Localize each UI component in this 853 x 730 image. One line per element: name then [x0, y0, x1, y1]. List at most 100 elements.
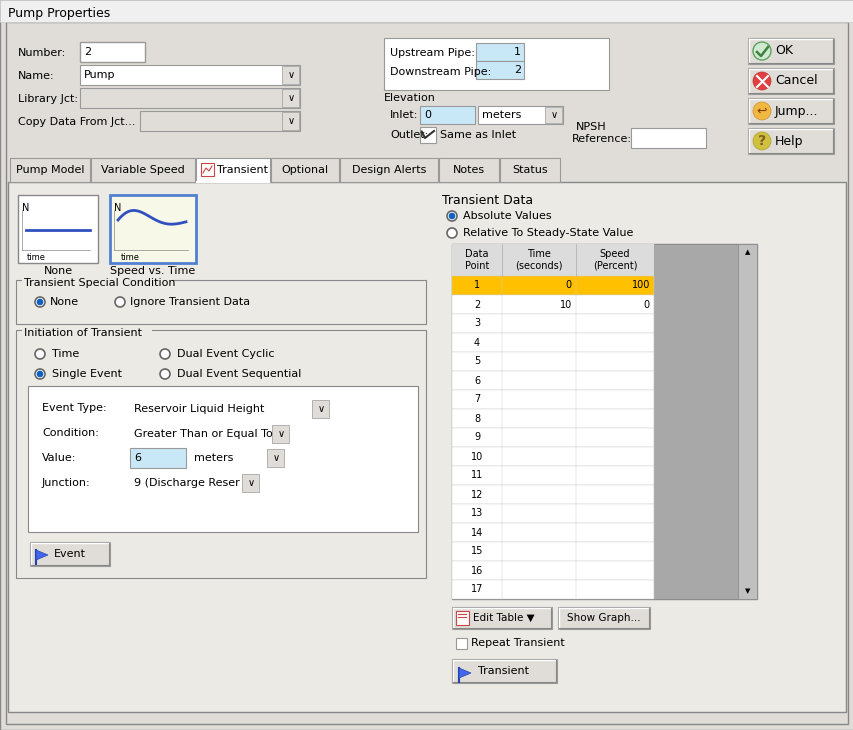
Text: Cancel: Cancel: [774, 74, 816, 88]
Circle shape: [446, 211, 456, 221]
Text: Number:: Number:: [18, 48, 67, 58]
Bar: [28, 386, 417, 532]
Bar: [451, 244, 653, 276]
Bar: [22, 329, 152, 341]
Bar: [451, 428, 653, 447]
Circle shape: [752, 132, 770, 150]
Circle shape: [37, 371, 43, 377]
Text: 16: 16: [470, 566, 483, 575]
Text: meters: meters: [481, 110, 521, 120]
Text: Help: Help: [774, 134, 803, 147]
Text: Name:: Name:: [18, 71, 55, 81]
Text: Inlet:: Inlet:: [390, 110, 418, 120]
Text: ∨: ∨: [317, 404, 324, 414]
Text: 10: 10: [559, 299, 572, 310]
Bar: [456, 638, 467, 649]
Text: Junction:: Junction:: [42, 478, 90, 488]
Text: Reservoir Liquid Height: Reservoir Liquid Height: [134, 404, 264, 414]
Circle shape: [449, 213, 455, 219]
Bar: [653, 244, 737, 599]
Bar: [130, 424, 290, 444]
Circle shape: [35, 349, 45, 359]
Text: Repeat Transient: Repeat Transient: [471, 638, 564, 648]
Bar: [451, 390, 653, 409]
Text: Time: Time: [52, 349, 79, 359]
Bar: [80, 65, 299, 85]
Bar: [281, 112, 299, 130]
Circle shape: [446, 228, 456, 238]
Polygon shape: [458, 668, 471, 678]
Text: Reference:: Reference:: [572, 134, 631, 144]
Bar: [311, 400, 328, 418]
Circle shape: [752, 102, 770, 120]
Bar: [499, 158, 560, 182]
Text: Speed
(Percent): Speed (Percent): [592, 249, 636, 271]
Bar: [451, 314, 653, 333]
Bar: [747, 38, 833, 64]
Text: meters: meters: [194, 453, 233, 463]
Text: 10: 10: [470, 451, 483, 461]
Text: Optional: Optional: [281, 165, 328, 175]
Text: 15: 15: [470, 547, 483, 556]
Text: Transient Special Condition: Transient Special Condition: [24, 278, 176, 288]
Text: NPSH: NPSH: [575, 122, 606, 132]
Bar: [130, 399, 329, 419]
Bar: [339, 158, 438, 182]
Text: ∨: ∨: [287, 116, 294, 126]
Text: Outlet:: Outlet:: [390, 130, 427, 140]
Bar: [384, 38, 608, 90]
Circle shape: [752, 72, 770, 90]
Bar: [478, 106, 562, 124]
Text: Transient Data: Transient Data: [442, 193, 532, 207]
Text: 11: 11: [470, 471, 483, 480]
Text: Single Event: Single Event: [52, 369, 122, 379]
Bar: [475, 43, 524, 61]
Text: 4: 4: [473, 337, 479, 347]
Text: 9 (Discharge Reser: 9 (Discharge Reser: [134, 478, 240, 488]
Bar: [270, 158, 339, 182]
Text: None: None: [44, 266, 73, 276]
Text: Value:: Value:: [42, 453, 76, 463]
Bar: [8, 182, 845, 712]
Bar: [80, 88, 299, 108]
Text: ∨: ∨: [287, 70, 294, 80]
Bar: [451, 504, 653, 523]
Text: Copy Data From Jct...: Copy Data From Jct...: [18, 117, 136, 127]
Circle shape: [115, 297, 125, 307]
Text: ∨: ∨: [247, 478, 254, 488]
Text: Notes: Notes: [452, 165, 485, 175]
Text: Downstream Pipe:: Downstream Pipe:: [390, 67, 490, 77]
Bar: [451, 371, 653, 390]
Text: 2: 2: [473, 299, 479, 310]
Text: 1: 1: [473, 280, 479, 291]
Text: Dual Event Sequential: Dual Event Sequential: [177, 369, 301, 379]
Bar: [451, 276, 653, 295]
Text: 8: 8: [473, 413, 479, 423]
Bar: [281, 66, 299, 84]
Bar: [451, 659, 556, 683]
Text: 1: 1: [514, 47, 520, 57]
Bar: [130, 448, 186, 468]
Text: 6: 6: [473, 375, 479, 385]
Text: N: N: [113, 203, 121, 213]
Text: Initiation of Transient: Initiation of Transient: [24, 328, 142, 338]
Bar: [747, 128, 833, 154]
Text: 12: 12: [470, 490, 483, 499]
Text: Design Alerts: Design Alerts: [351, 165, 426, 175]
Text: Speed vs. Time: Speed vs. Time: [110, 266, 195, 276]
Text: 7: 7: [473, 394, 479, 404]
Text: 100: 100: [631, 280, 649, 291]
Text: Library Jct:: Library Jct:: [18, 94, 78, 104]
Bar: [200, 163, 214, 176]
Text: Transient: Transient: [217, 165, 268, 175]
Text: 6: 6: [134, 453, 141, 463]
Bar: [10, 158, 90, 182]
Bar: [18, 195, 98, 263]
Bar: [196, 158, 270, 182]
Text: Pump Model: Pump Model: [15, 165, 84, 175]
Text: OK: OK: [774, 45, 792, 58]
Bar: [420, 127, 436, 143]
Text: ↩: ↩: [756, 104, 766, 118]
Text: Ignore Transient Data: Ignore Transient Data: [130, 297, 250, 307]
Text: 3: 3: [473, 318, 479, 328]
